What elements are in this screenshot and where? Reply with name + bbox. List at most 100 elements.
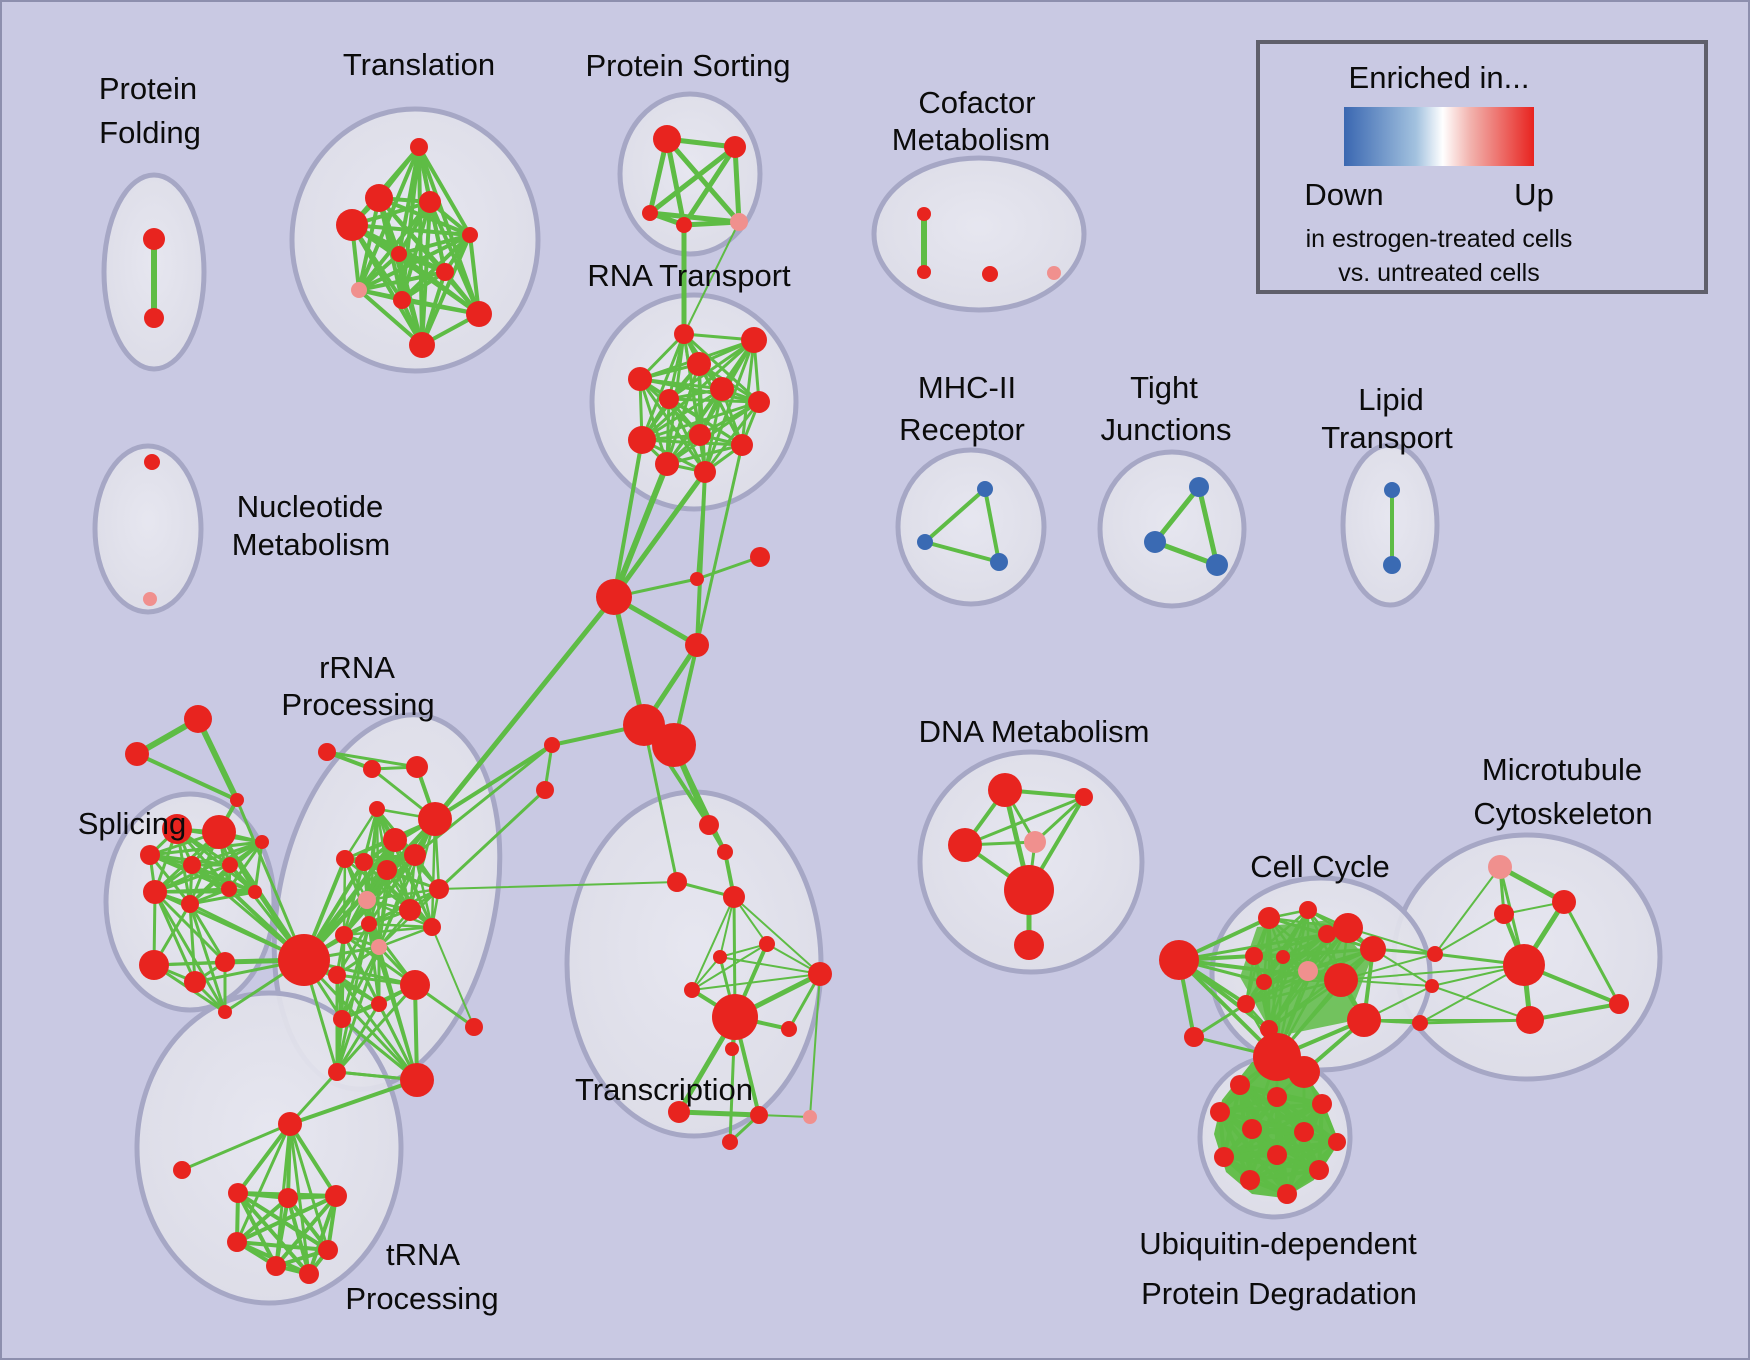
edge-rr23-rr15[interactable] [431, 926, 475, 1028]
node-sp4[interactable] [183, 856, 201, 874]
edge-tn5-tn6[interactable] [235, 1194, 338, 1244]
node-sp3[interactable] [140, 845, 160, 865]
node-sp1[interactable] [162, 814, 192, 844]
node-t3[interactable] [419, 191, 441, 213]
node-t1[interactable] [410, 138, 428, 156]
node-tr3[interactable] [230, 793, 244, 807]
edge-t5-t8[interactable] [357, 233, 472, 292]
node-tx13[interactable] [750, 1106, 768, 1124]
edge-ps2-ps4[interactable] [681, 144, 738, 228]
edge-ps5-rt1[interactable] [683, 221, 740, 335]
node-tx3[interactable] [667, 872, 687, 892]
edge-t2-t8[interactable] [357, 196, 381, 292]
node-t11[interactable] [409, 332, 435, 358]
node-tx2[interactable] [717, 844, 733, 860]
edge-sp8-sp12[interactable] [188, 902, 197, 984]
edge-tnh-tn3[interactable] [236, 1122, 292, 1195]
edge-ub7-ub9[interactable] [1275, 1140, 1339, 1157]
node-ub5[interactable] [1242, 1119, 1262, 1139]
edge-tr1-tr3[interactable] [195, 716, 240, 803]
node-tx15[interactable] [722, 1134, 738, 1150]
node-rr19[interactable] [328, 966, 346, 984]
node-mt3[interactable] [1494, 904, 1514, 924]
edge-mh1-mh3[interactable] [983, 487, 1001, 564]
node-sp10[interactable] [248, 885, 262, 899]
edge-mh1-mh2[interactable] [923, 487, 987, 544]
edge-ps1-ps4[interactable] [664, 136, 687, 228]
node-rr16[interactable] [371, 939, 387, 955]
edge-rt1-rt8[interactable] [640, 332, 686, 442]
edge-rt11-c1[interactable] [611, 461, 670, 600]
node-tn9[interactable] [299, 1264, 319, 1284]
node-pf1[interactable] [143, 228, 165, 250]
edge-rr10-rr13[interactable] [367, 853, 417, 926]
edge-dn3-dn4[interactable] [1033, 795, 1086, 844]
edge-tx12-tx13[interactable] [676, 1109, 762, 1118]
node-tx5[interactable] [759, 936, 775, 952]
edge-sp7-sp12[interactable] [153, 890, 197, 984]
edge-ps4-ps5[interactable] [681, 219, 742, 228]
node-t10[interactable] [466, 301, 492, 327]
edge-rr1-rr3[interactable] [325, 750, 419, 769]
node-cc5[interactable] [1318, 925, 1336, 943]
node-cc6[interactable] [1333, 913, 1363, 943]
node-ub10[interactable] [1309, 1160, 1329, 1180]
node-rr20[interactable] [400, 970, 430, 1000]
edge-cc2-cc14[interactable] [1192, 1002, 1248, 1039]
edge-c1-c5[interactable] [611, 594, 647, 728]
node-ps3[interactable] [642, 205, 658, 221]
edge-rt7-rt8[interactable] [640, 400, 761, 442]
edge-rt8-c1[interactable] [612, 438, 644, 599]
edge-rr16-rr24[interactable] [377, 945, 419, 1082]
node-rr8[interactable] [355, 853, 373, 871]
node-tn6[interactable] [227, 1232, 247, 1252]
node-cn2[interactable] [1425, 979, 1439, 993]
node-rt7[interactable] [748, 391, 770, 413]
edge-ub6-ub8[interactable] [1222, 1130, 1306, 1159]
node-cm1[interactable] [917, 207, 931, 221]
node-rt11[interactable] [655, 452, 679, 476]
node-rt5[interactable] [659, 389, 679, 409]
node-rr23[interactable] [465, 1018, 483, 1036]
node-mh3[interactable] [990, 553, 1008, 571]
edge-sp8-sp10[interactable] [188, 890, 257, 906]
node-rr5[interactable] [418, 802, 452, 836]
node-ps4[interactable] [676, 217, 692, 233]
node-nm2[interactable] [143, 592, 157, 606]
edge-rr10-rr17[interactable] [342, 853, 417, 937]
edge-cn3-mt5[interactable] [1418, 1018, 1532, 1025]
node-rr17[interactable] [335, 926, 353, 944]
node-rr3[interactable] [406, 756, 428, 778]
node-tx10[interactable] [781, 1021, 797, 1037]
node-rr2[interactable] [363, 760, 381, 778]
edge-mt2-mt6[interactable] [1562, 900, 1621, 1006]
node-cc14[interactable] [1237, 995, 1255, 1013]
edge-tj1-tj3[interactable] [1196, 484, 1220, 568]
node-rr14[interactable] [399, 899, 421, 921]
edge-tx4-tx7[interactable] [733, 896, 821, 975]
node-dn6[interactable] [1014, 930, 1044, 960]
node-rt9[interactable] [689, 424, 711, 446]
edge-tx5-tx8[interactable] [691, 943, 768, 991]
edge-sp1-sp10[interactable] [175, 827, 257, 894]
node-rr9[interactable] [377, 860, 397, 880]
edge-rr11-rr12[interactable] [365, 887, 441, 902]
edge-rt6-rt12[interactable] [703, 387, 724, 474]
node-rt10[interactable] [731, 434, 753, 456]
node-tn5[interactable] [325, 1185, 347, 1207]
edge-rr24-tnh[interactable] [288, 1078, 419, 1126]
node-ub7[interactable] [1328, 1133, 1346, 1151]
node-ub9[interactable] [1267, 1145, 1287, 1165]
node-tx4[interactable] [723, 886, 745, 908]
edge-cn1-mt3[interactable] [1434, 913, 1505, 955]
node-c1[interactable] [596, 579, 632, 615]
node-rr13[interactable] [361, 916, 377, 932]
node-tn3[interactable] [228, 1183, 248, 1203]
node-tn2[interactable] [173, 1161, 191, 1179]
edge-tr3-hub[interactable] [235, 798, 306, 962]
node-tn8[interactable] [266, 1256, 286, 1276]
edge-sp6-sp7[interactable] [153, 840, 264, 894]
node-tr1[interactable] [184, 705, 212, 733]
node-rt12[interactable] [694, 461, 716, 483]
